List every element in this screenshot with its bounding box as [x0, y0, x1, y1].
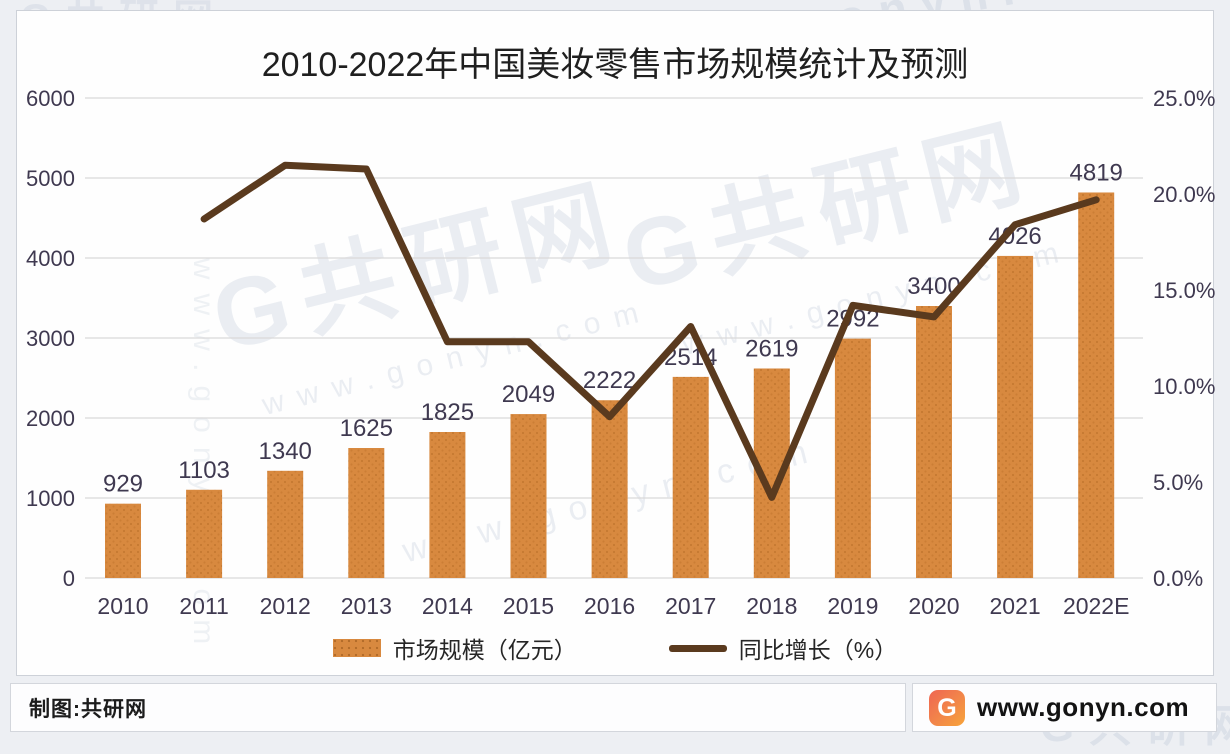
bar-2013: [348, 448, 385, 578]
legend-bar-swatch-icon: [332, 639, 381, 657]
x-axis-label-2017: 2017: [665, 593, 716, 619]
bar-2017: [672, 376, 709, 578]
bar-value-label-2022E: 4819: [1070, 159, 1123, 186]
x-axis-label-2012: 2012: [260, 593, 311, 619]
bar-2014: [429, 432, 466, 578]
x-axis-label-2016: 2016: [584, 593, 635, 619]
right-axis-tick-label: 5.0%: [1153, 470, 1203, 495]
left-axis-tick-label: 2000: [26, 406, 75, 431]
bar-value-label-2016: 2222: [583, 367, 636, 394]
footer-site-panel: G www.gonyn.com: [912, 683, 1217, 732]
x-axis-label-2011: 2011: [179, 593, 228, 619]
left-axis-tick-label: 4000: [26, 246, 75, 271]
chart-title: 2010-2022年中国美妆零售市场规模统计及预测: [261, 46, 969, 84]
growth-line: [200, 161, 1100, 501]
x-axis-label-2018: 2018: [746, 593, 797, 619]
bar-2012: [267, 470, 304, 578]
right-axis-tick-label: 0.0%: [1153, 566, 1203, 591]
x-axis-label-2020: 2020: [908, 593, 959, 619]
legend-label-growth: 同比增长（%）: [738, 637, 898, 663]
bar-2016: [591, 400, 628, 578]
right-axis-tick-label: 25.0%: [1153, 86, 1215, 111]
right-axis-tick-label: 10.0%: [1153, 374, 1215, 399]
legend-item-growth: 同比增长（%）: [668, 631, 898, 665]
bar-2019: [834, 338, 871, 578]
left-axis-tick-label: 0: [63, 566, 75, 591]
bar-value-label-2018: 2619: [745, 335, 798, 362]
bar-value-label-2012: 1340: [259, 438, 312, 465]
bar-2015: [510, 414, 547, 578]
chart-plot: 0 1000 2000 3000 4000 5000 6000 0.0% 5.0% 10.0% 15…: [26, 86, 1215, 619]
bar-2011: [186, 489, 223, 578]
bar-value-label-2014: 1825: [421, 399, 474, 426]
x-axis-label-2010: 2010: [97, 593, 148, 619]
x-axis-label-2021: 2021: [990, 593, 1041, 619]
bar-2020: [916, 306, 952, 578]
bar-value-label-2011: 1103: [178, 457, 230, 484]
legend-label-market-size: 市场规模（亿元）: [392, 637, 577, 663]
bar-2010: [105, 503, 141, 578]
x-axis-label-2019: 2019: [827, 593, 878, 619]
bar-2021: [997, 255, 1034, 579]
credit-text: 制图:共研网: [29, 697, 147, 721]
gonyn-logo-icon: G: [929, 689, 965, 726]
bar-value-label-2013: 1625: [340, 415, 393, 442]
left-axis-tick-label: 1000: [26, 486, 75, 511]
x-axis-label-2014: 2014: [422, 593, 473, 619]
footer: 制图:共研网 G www.gonyn.com: [0, 683, 1230, 734]
legend: 市场规模（亿元） 同比增长（%）: [17, 631, 1213, 665]
left-axis-tick-label: 3000: [26, 326, 75, 351]
x-axis-label-2022E: 2022E: [1063, 593, 1130, 619]
bar-value-label-2015: 2049: [502, 381, 555, 408]
footer-credit-panel: 制图:共研网: [10, 683, 906, 732]
right-axis-tick-label: 15.0%: [1153, 278, 1215, 303]
bar-2022E: [1078, 192, 1115, 579]
x-axis-label-2015: 2015: [503, 593, 554, 619]
site-url-link[interactable]: www.gonyn.com: [977, 692, 1190, 722]
legend-line-swatch-icon: [668, 644, 727, 652]
left-axis-tick-label: 5000: [26, 166, 75, 191]
right-axis-tick-label: 20.0%: [1153, 182, 1215, 207]
legend-item-market-size: 市场规模（亿元）: [332, 631, 577, 665]
bar-value-label-2010: 929: [103, 471, 143, 498]
left-axis-tick-label: 6000: [26, 86, 75, 111]
x-axis-label-2013: 2013: [341, 593, 392, 619]
chart-card: G共研网 www.gonyn.com G共研网 www.gonyn.com ww…: [16, 10, 1215, 676]
